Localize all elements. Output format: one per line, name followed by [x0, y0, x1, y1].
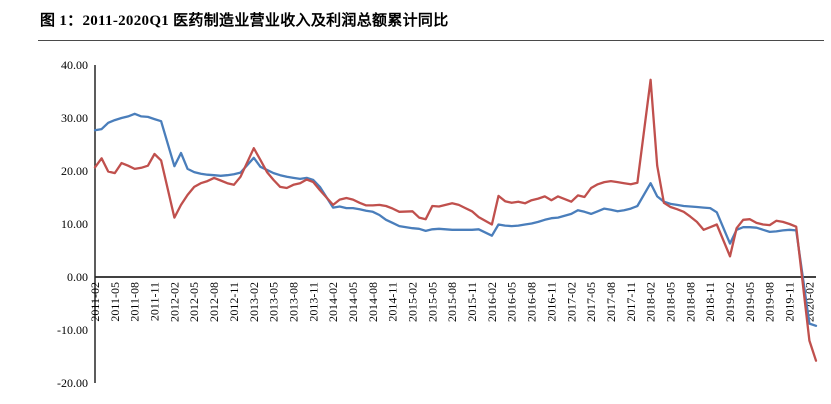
x-tick-label: 2015-05 [425, 282, 439, 322]
x-tick-label: 2013-08 [286, 282, 300, 322]
y-tick-label: 20.00 [61, 164, 88, 178]
x-tick-label: 2012-11 [227, 282, 241, 322]
x-tick-label: 2019-11 [783, 282, 797, 322]
y-tick-label: 0.00 [67, 270, 88, 284]
x-tick-label: 2017-11 [624, 282, 638, 322]
y-tick-label: -20.00 [57, 376, 88, 390]
x-tick-label: 2017-02 [564, 282, 578, 322]
x-tick-label: 2011-08 [128, 282, 142, 322]
x-tick-label: 2017-08 [604, 282, 618, 322]
x-tick-label: 2017-05 [584, 282, 598, 322]
title-divider [38, 40, 824, 41]
y-tick-label: 10.00 [61, 217, 88, 231]
x-tick-label: 2012-05 [187, 282, 201, 322]
x-tick-label: 2014-02 [326, 282, 340, 322]
x-tick-label: 2012-08 [207, 282, 221, 322]
figure-title: 图 1：2011-2020Q1 医药制造业营业收入及利润总额累计同比 [40, 13, 449, 29]
y-tick-label: -10.00 [57, 323, 88, 337]
x-tick-label: 2019-08 [763, 282, 777, 322]
x-tick-label: 2011-05 [108, 282, 122, 322]
x-tick-label: 2014-11 [386, 282, 400, 322]
x-tick-label: 2011-11 [148, 282, 162, 321]
x-tick-label: 2019-05 [743, 282, 757, 322]
x-tick-label: 2018-08 [683, 282, 697, 322]
x-tick-label: 2015-11 [465, 282, 479, 322]
x-tick-label: 2018-11 [703, 282, 717, 322]
x-tick-label: 2012-02 [167, 282, 181, 322]
x-tick-label: 2014-05 [346, 282, 360, 322]
x-tick-label: 2016-11 [544, 282, 558, 322]
series-line-revenue [93, 112, 818, 327]
x-tick-label: 2011-02 [88, 282, 102, 322]
series-line-profit [93, 78, 818, 362]
x-tick-label: 2013-05 [267, 282, 281, 322]
y-tick-label: 30.00 [61, 111, 88, 125]
x-tick-label: 2016-05 [505, 282, 519, 322]
x-tick-label: 2014-08 [366, 282, 380, 322]
x-tick-label: 2018-05 [663, 282, 677, 322]
x-tick-label: 2015-08 [445, 282, 459, 322]
x-tick-label: 2013-02 [247, 282, 261, 322]
x-tick-label: 2015-02 [406, 282, 420, 322]
x-tick-label: 2016-02 [485, 282, 499, 322]
x-tick-label: 2018-02 [644, 282, 658, 322]
x-tick-label: 2016-08 [525, 282, 539, 322]
y-tick-label: 40.00 [61, 58, 88, 72]
x-tick-label: 2013-11 [306, 282, 320, 322]
x-tick-label: 2019-02 [723, 282, 737, 322]
